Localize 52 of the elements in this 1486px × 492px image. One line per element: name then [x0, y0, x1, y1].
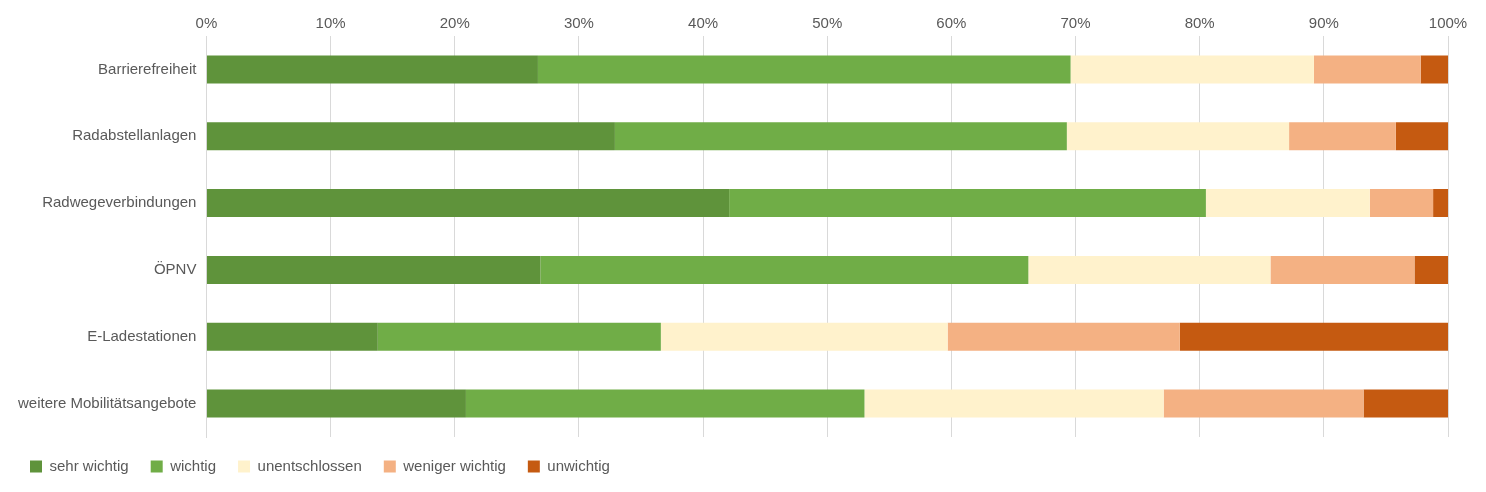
bar	[1066, 122, 1290, 151]
bar	[1313, 55, 1421, 84]
x-tick-label: 100%	[1428, 14, 1468, 32]
bar	[660, 322, 948, 351]
y-tick-label: Radabstellanlagen	[72, 126, 197, 144]
legend-label: unwichtig	[547, 456, 610, 474]
legend-label: sehr wichtig	[49, 456, 129, 474]
x-tick-label: 0%	[195, 14, 218, 32]
y-tick-label: ÖPNV	[153, 260, 197, 278]
bar	[1205, 189, 1370, 218]
bar	[206, 122, 615, 151]
legend-label: wichtig	[169, 456, 217, 474]
bar	[1270, 255, 1415, 284]
bar	[1420, 55, 1448, 84]
bar	[206, 389, 466, 418]
bar	[206, 55, 538, 84]
legend-label: weniger wichtig	[402, 456, 506, 474]
bar	[1179, 322, 1448, 351]
bar	[614, 122, 1067, 151]
x-tick-label: 10%	[315, 14, 346, 32]
bar	[1163, 389, 1364, 418]
bar	[1395, 122, 1448, 151]
bar	[729, 189, 1206, 218]
bar	[1289, 122, 1396, 151]
bar	[206, 189, 730, 218]
y-tick-label: weitere Mobilitätsangebote	[16, 393, 197, 411]
bar	[465, 389, 865, 418]
legend-label: unentschlossen	[257, 456, 362, 474]
bar	[1369, 189, 1434, 218]
bar	[206, 255, 541, 284]
bar	[377, 322, 661, 351]
bar	[1028, 255, 1271, 284]
x-tick-label: 80%	[1184, 14, 1215, 32]
bar	[947, 322, 1180, 351]
bar	[864, 389, 1164, 418]
x-tick-label: 60%	[936, 14, 967, 32]
x-tick-label: 50%	[812, 14, 843, 32]
x-tick-label: 70%	[1060, 14, 1091, 32]
y-tick-label: E-Ladestationen	[87, 326, 197, 344]
bar	[1433, 189, 1448, 218]
x-tick-label: 30%	[563, 14, 594, 32]
y-tick-label: Barrierefreiheit	[98, 59, 198, 77]
bar	[1414, 255, 1448, 284]
bar	[1070, 55, 1314, 84]
x-tick-label: 20%	[439, 14, 470, 32]
bar	[537, 55, 1071, 84]
y-tick-label: Radwegeverbindungen	[42, 193, 197, 211]
x-tick-label: 40%	[688, 14, 719, 32]
bar	[206, 322, 378, 351]
bar	[1363, 389, 1448, 418]
x-tick-label: 90%	[1308, 14, 1339, 32]
bar	[540, 255, 1029, 284]
